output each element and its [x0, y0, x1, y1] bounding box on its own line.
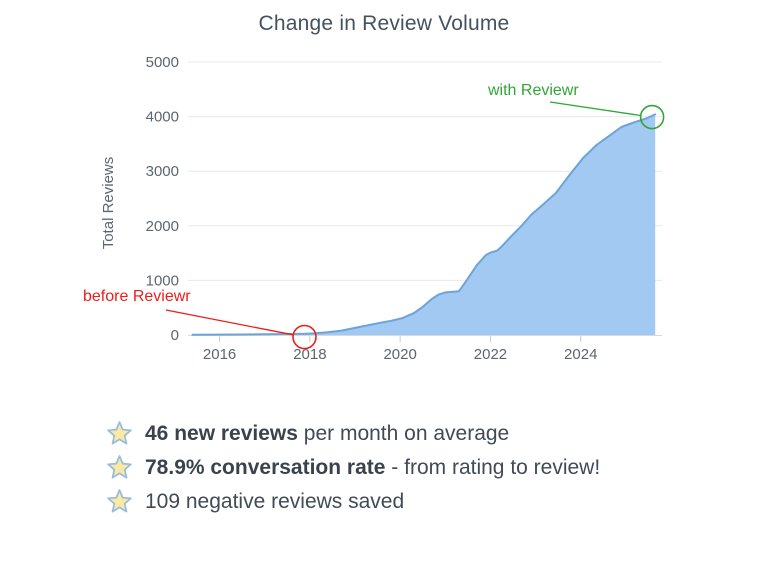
- star-icon: [107, 421, 132, 445]
- stat-bold: 78.9% conversation rate: [145, 456, 386, 479]
- stat-item-reviews-per-month: 46 new reviews per month on average: [106, 420, 600, 448]
- annotation-before-label: before Reviewr: [83, 288, 191, 305]
- star-icon: [107, 489, 132, 513]
- x-tick-label: 2024: [564, 346, 597, 363]
- star-icon: [107, 455, 132, 479]
- stats-list: 46 new reviews per month on average 78.9…: [106, 420, 600, 516]
- y-tick-label: 0: [171, 327, 179, 344]
- y-tick-label: 2000: [146, 218, 179, 235]
- y-axis-label: Total Reviews: [100, 157, 117, 250]
- area-line: [191, 113, 657, 336]
- stat-text: 46 new reviews per month on average: [145, 422, 509, 446]
- with-circle: [639, 104, 665, 130]
- annotation-with-label: with Reviewr: [488, 82, 579, 99]
- y-tick-label: 3000: [146, 163, 179, 180]
- x-tick-label: 2020: [383, 346, 416, 363]
- x-tick-label: 2018: [293, 346, 326, 363]
- before-circle: [292, 324, 317, 350]
- review-volume-chart: 0 1000 2000 3000 4000 5000 2016 2018 2020 2022 202…: [100, 54, 665, 363]
- x-tick-label: 2016: [203, 346, 236, 363]
- stat-rest: - from rating to review!: [385, 456, 601, 479]
- before-leader-line: [165, 309, 294, 336]
- stat-bold: 46 new reviews: [145, 422, 298, 445]
- y-tick-label: 4000: [146, 109, 179, 126]
- stat-rest: 109 negative reviews saved: [145, 490, 405, 513]
- stat-text: 78.9% conversation rate - from rating to…: [145, 456, 600, 480]
- stat-item-negative-reviews-saved: 109 negative reviews saved: [106, 488, 600, 516]
- with-leader-line: [549, 101, 641, 117]
- stat-item-conversation-rate: 78.9% conversation rate - from rating to…: [106, 454, 600, 482]
- stat-text: 109 negative reviews saved: [145, 490, 404, 514]
- area-fill: [192, 114, 656, 336]
- stat-rest: per month on average: [297, 422, 510, 445]
- y-tick-label: 1000: [146, 272, 179, 289]
- chart-title: Change in Review Volume: [258, 12, 510, 35]
- y-tick-label: 5000: [146, 54, 179, 71]
- x-tick-label: 2022: [474, 346, 507, 363]
